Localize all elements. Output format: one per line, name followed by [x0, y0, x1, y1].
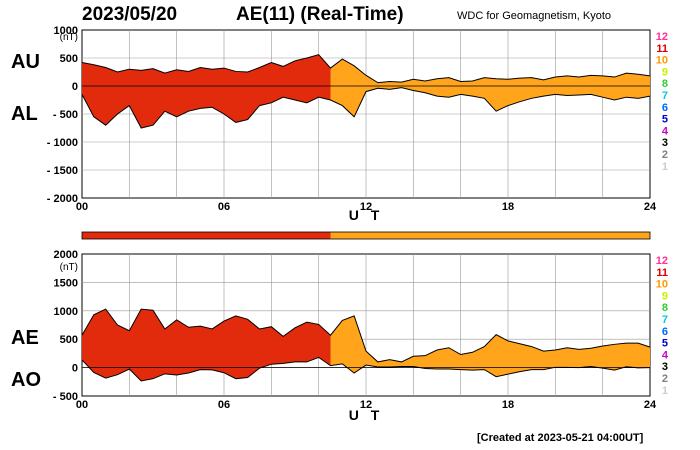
station-key-label: 6: [662, 102, 668, 114]
x-tick-label: 06: [218, 399, 230, 411]
x-axis-label: U T: [349, 207, 384, 223]
plot-panel-ae-ao: [81, 253, 651, 397]
station-count-strip: [330, 232, 650, 239]
station-key-label: 4: [662, 125, 669, 137]
x-tick-label: 18: [502, 399, 514, 411]
station-key-label: 10: [656, 279, 668, 291]
station-key-label: 5: [662, 338, 668, 350]
page-title: 2023/05/20: [82, 4, 178, 25]
y-tick-label: 500: [60, 334, 78, 346]
station-key-label: 1: [662, 161, 668, 173]
y-tick-label: 2000: [54, 249, 78, 261]
station-key-label: 4: [662, 349, 669, 361]
y-tick-label: - 1000: [47, 137, 78, 149]
chart-title: AE(11) (Real-Time): [236, 4, 404, 25]
y-unit-label: (nT): [60, 32, 78, 43]
station-key-label: 8: [662, 302, 668, 314]
data-source: WDC for Geomagnetism, Kyoto: [457, 10, 612, 22]
y-tick-label: - 500: [53, 391, 78, 403]
station-key-label: 11: [656, 267, 668, 279]
station-key-label: 12: [656, 255, 668, 267]
station-key-label: 9: [662, 66, 668, 78]
panel-label-al: AL: [11, 103, 38, 125]
station-key-label: 7: [662, 314, 668, 326]
station-key-label: 1: [662, 385, 668, 397]
x-tick-label: 00: [76, 399, 88, 411]
x-tick-label: 12: [360, 399, 372, 411]
station-key-label: 11: [656, 43, 668, 55]
y-tick-label: - 500: [53, 109, 78, 121]
y-tick-label: 1500: [54, 277, 78, 289]
station-count-strip-frame: [81, 231, 651, 240]
panel-label-au: AU: [11, 51, 40, 73]
x-tick-label: 18: [502, 201, 514, 213]
station-key-label: 12: [656, 31, 668, 43]
station-key-label: 2: [662, 373, 668, 385]
station-key-label: 7: [662, 90, 668, 102]
station-key-label: 8: [662, 78, 668, 90]
station-key-label: 6: [662, 326, 668, 338]
y-tick-label: - 1500: [47, 165, 78, 177]
x-tick-label: 12: [360, 201, 372, 213]
station-key-label: 2: [662, 149, 668, 161]
station-key-label: 9: [662, 290, 668, 302]
station-key-label: 10: [656, 55, 668, 67]
y-tick-label: 1000: [54, 306, 78, 318]
series-line-au: [81, 54, 651, 84]
station-count-strip: [82, 232, 331, 239]
x-tick-label: 06: [218, 201, 230, 213]
y-tick-label: 0: [72, 363, 78, 375]
panel-label-ao: AO: [11, 369, 41, 391]
x-tick-label: 24: [644, 399, 657, 411]
panel-label-ae: AE: [11, 327, 39, 349]
y-tick-label: 0: [72, 81, 78, 93]
y-tick-label: 1000: [54, 25, 78, 37]
series-line-ae: [81, 308, 651, 363]
station-key-label: 3: [662, 361, 668, 373]
plot-panel-au-al: [81, 29, 651, 199]
series-line-al: [81, 87, 651, 129]
x-tick-label: 24: [644, 201, 657, 213]
y-tick-label: - 2000: [47, 193, 78, 205]
station-key-label: 5: [662, 114, 668, 126]
x-tick-label: 00: [76, 201, 88, 213]
station-key-label: 3: [662, 137, 668, 149]
y-unit-label: (nT): [60, 262, 78, 273]
y-tick-label: 500: [60, 53, 78, 65]
created-timestamp: [Created at 2023-05-21 04:00UT]: [477, 432, 644, 444]
x-axis-label: U T: [349, 407, 384, 423]
